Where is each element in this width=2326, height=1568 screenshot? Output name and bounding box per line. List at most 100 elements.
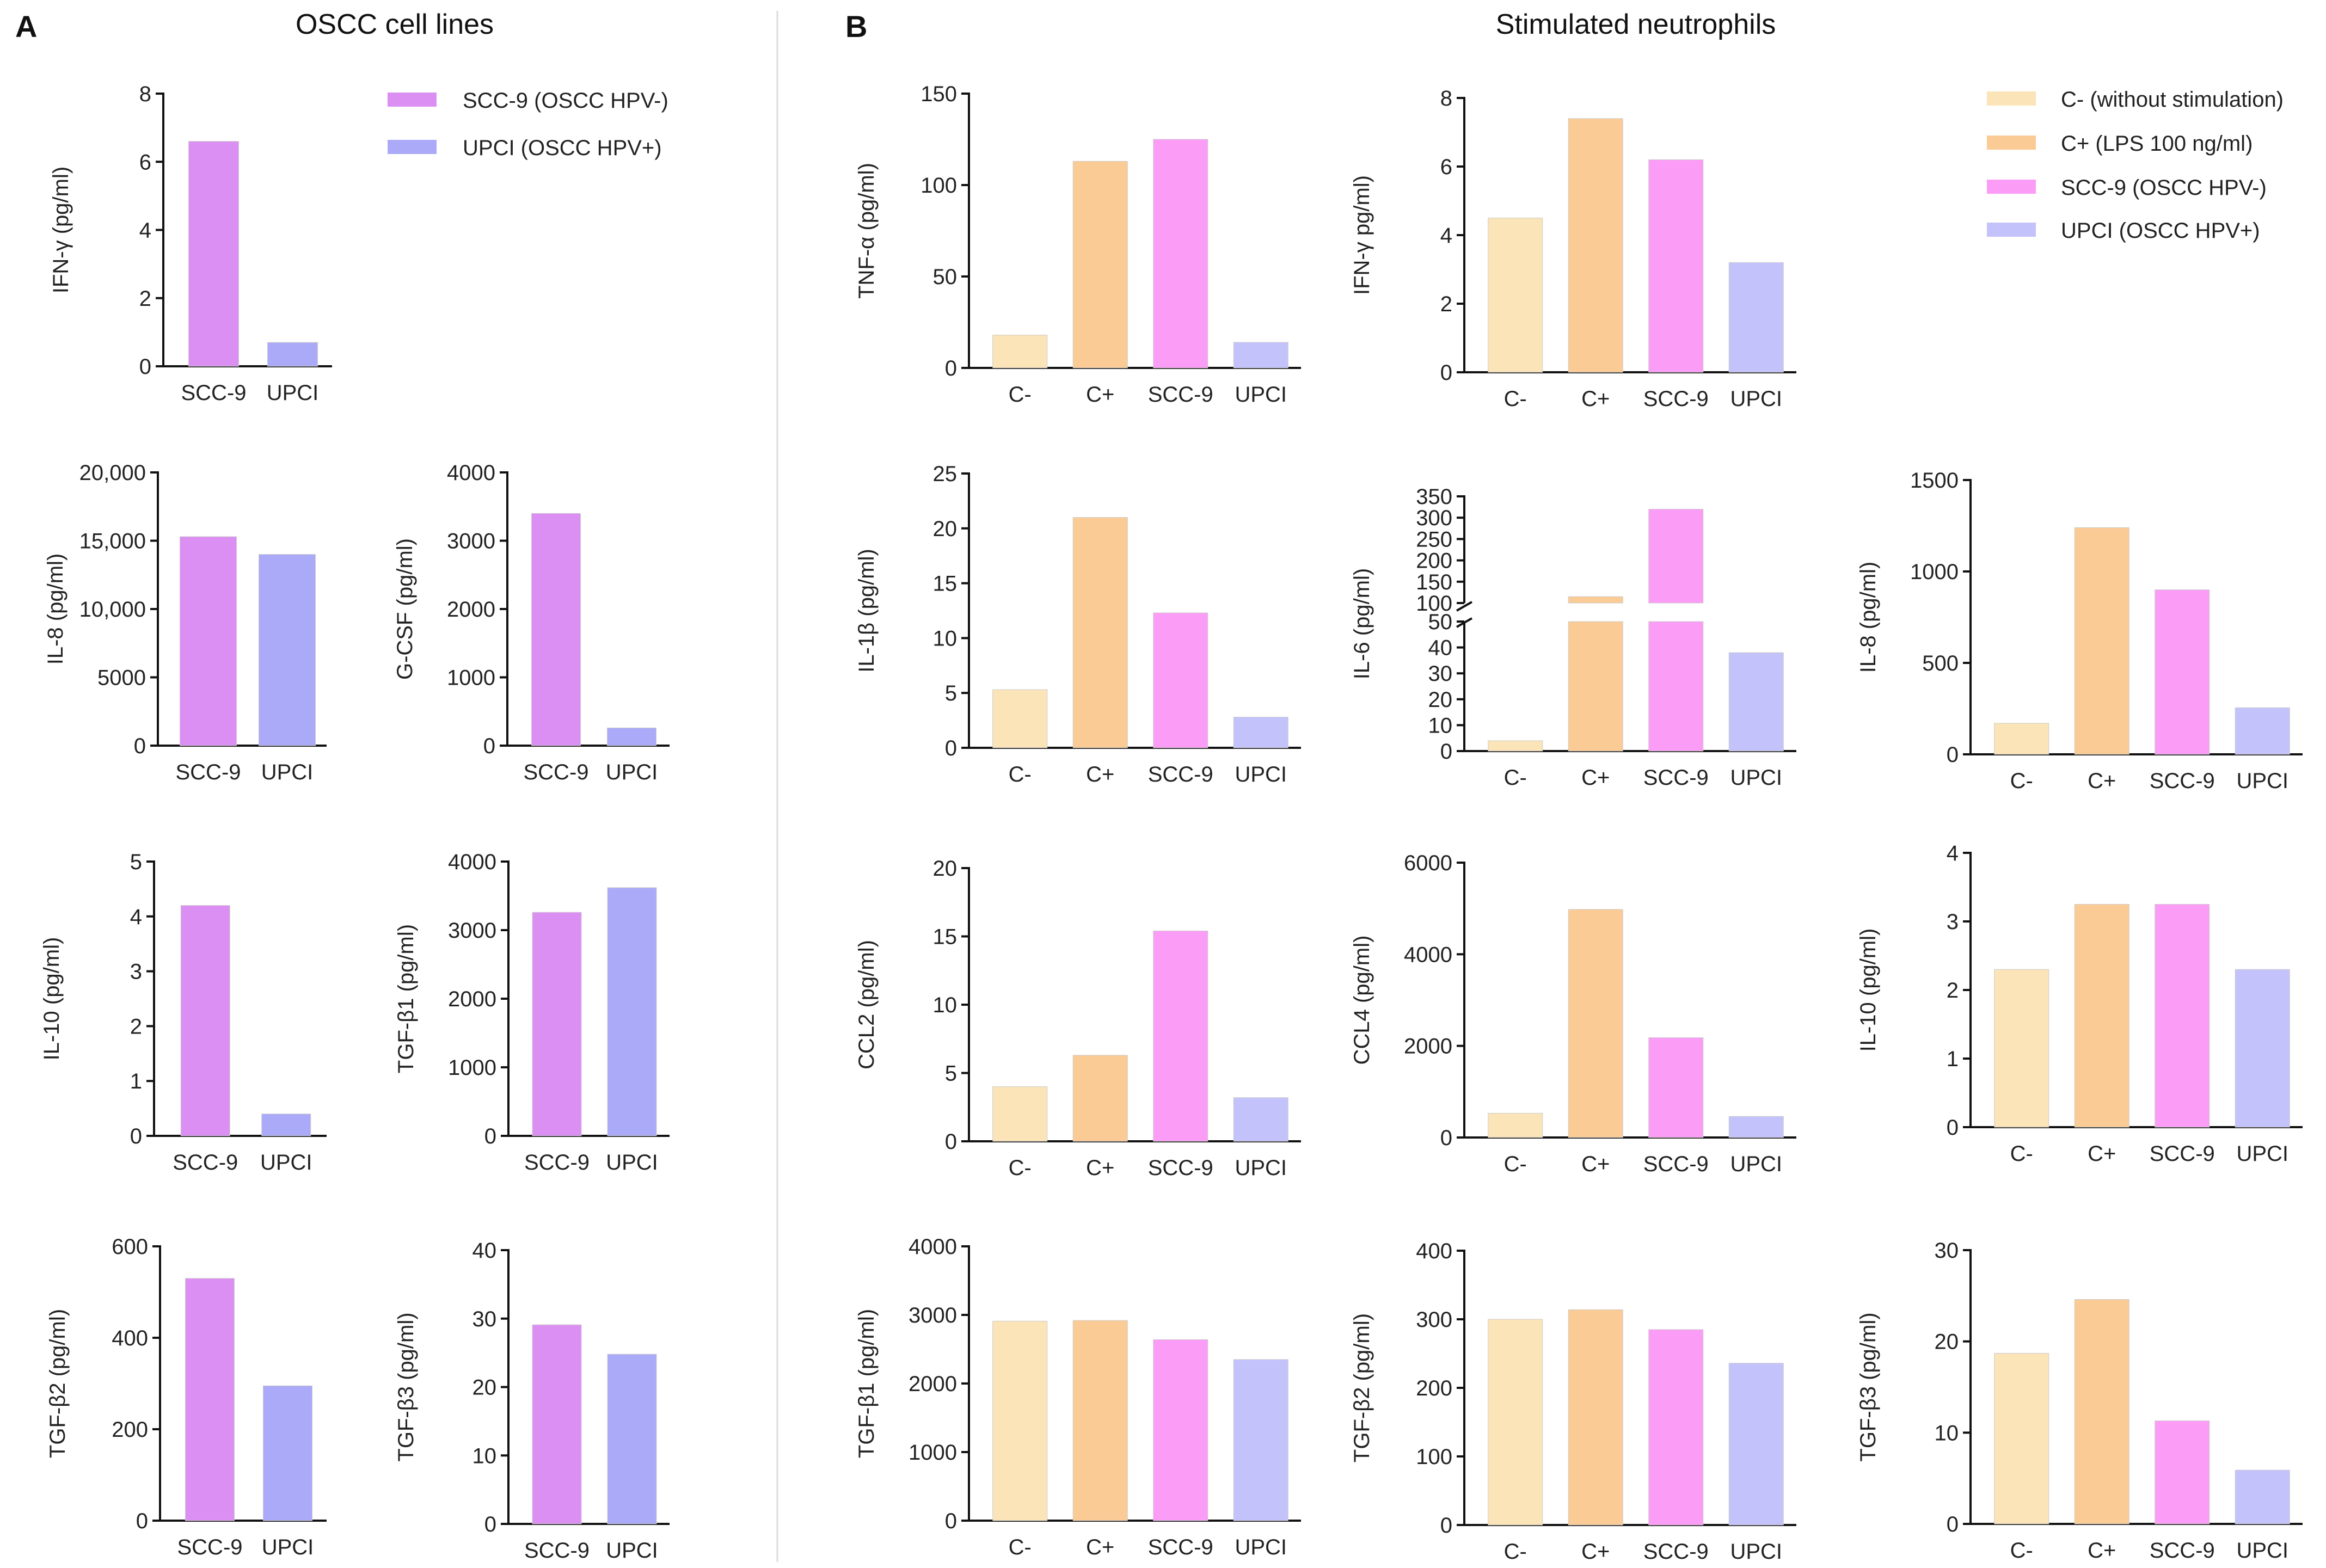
chart-b-ccl2-bar-upci [1233, 1097, 1288, 1142]
chart-b-tgfb1-bar-c [992, 1320, 1048, 1521]
chart-b-ccl4-y-axis-label: CCL4 (pg/ml) [1350, 936, 1374, 1065]
chart-b-il6-bar-scc-9 [1648, 621, 1704, 752]
chart-b-il6-category-label-scc-9: SCC-9 [1643, 766, 1709, 790]
chart-a-il8-y-tick-label: 15,000 [79, 530, 146, 554]
chart-b-tnfa-bar-upci [1233, 342, 1288, 368]
chart-b-tgfb3-y-tick-label: 0 [1947, 1512, 1959, 1536]
chart-b-tgfb1-y-tick-label: 4000 [909, 1235, 957, 1259]
chart-a-il8-y-tick-label: 0 [134, 734, 146, 758]
chart-a-tgfb3-category-label-upci: UPCI [606, 1539, 658, 1563]
chart-a-il8-category-label-scc-9: SCC-9 [175, 760, 241, 784]
chart-b-il10-category-label-c: C- [2010, 1142, 2033, 1166]
chart-b-il1b-category-label-scc-9: SCC-9 [1148, 763, 1213, 786]
chart-b-tgfb3-bar-scc-9 [2155, 1421, 2210, 1524]
chart-a-tgfb2-y-tick-label: 200 [112, 1418, 148, 1442]
chart-b-tgfb3-bar-c [1994, 1352, 2049, 1524]
chart-a-tgfb2: 0 200 400 600 SCC-9 UPCI TGF-β2 (pg/ml) [46, 1235, 327, 1559]
chart-b-ccl4-y-tick-label: 4000 [1404, 943, 1452, 967]
chart-b-ifng-y-tick-label: 2 [1440, 292, 1452, 316]
chart-b-il1b: 0 5 10 15 20 25 C- C+ SCC-9 UPCI IL-1β (pg/ml) [855, 462, 1301, 786]
chart-b-il6-y-tick-label: 50 [1428, 610, 1453, 634]
chart-b-il10-y-tick-label: 1 [1947, 1047, 1959, 1071]
chart-b-il10-y-tick-label: 3 [1947, 910, 1959, 934]
chart-b-il10-bar-c [1994, 969, 2049, 1128]
chart-b-il6-bar-upci [1728, 652, 1784, 752]
chart-b-tnfa-category-label-scc-9: SCC-9 [1148, 383, 1213, 407]
chart-a-il10-category-label-scc-9: SCC-9 [173, 1151, 238, 1175]
chart-b-il10-y-tick-label: 0 [1947, 1116, 1959, 1140]
chart-b-il6-y-tick-label: 40 [1428, 636, 1453, 660]
chart-a-ifng-y-tick-label: 8 [139, 82, 151, 106]
chart-b-tgfb2: 0 100 200 300 400 C- C+ SCC-9 UPCI TGF-β2 (pg/ml) [1350, 1239, 1796, 1564]
chart-b-ccl2-y-tick-label: 15 [933, 925, 958, 949]
chart-b-il6-category-label-c: C+ [1581, 766, 1610, 790]
chart-a-il8-bar-scc-9 [180, 536, 237, 746]
chart-b-tgfb3-y-tick-label: 10 [1935, 1421, 1959, 1445]
chart-b-tgfb3-category-label-c: C- [2010, 1539, 2033, 1563]
chart-a-il10-bar-scc-9 [180, 905, 230, 1136]
chart-a-tgfb1-y-tick-label: 0 [484, 1124, 496, 1148]
chart-b-tgfb2-category-label-c: C- [1504, 1540, 1527, 1564]
chart-b-il10: 0 1 2 3 4 C- C+ SCC-9 UPCI IL-10 (pg/ml) [1856, 841, 2303, 1166]
chart-b-ccl4-category-label-upci: UPCI [1730, 1152, 1782, 1176]
chart-b-tgfb1-y-tick-label: 2000 [909, 1372, 957, 1396]
chart-b-il10-y-tick-label: 2 [1947, 979, 1959, 1003]
chart-b-tgfb1-category-label-scc-9: SCC-9 [1148, 1535, 1213, 1559]
chart-b-tgfb1-category-label-c: C+ [1086, 1535, 1114, 1559]
chart-b-il6-y-tick-label: 10 [1428, 714, 1453, 737]
chart-b-il6-y-tick-label: 0 [1440, 740, 1452, 764]
chart-a-gcsf-y-tick-label: 2000 [447, 598, 495, 622]
chart-b-il6-y-tick-label: 150 [1416, 570, 1452, 594]
chart-b-tnfa-y-tick-label: 100 [920, 174, 957, 198]
chart-b-il8-y-tick-label: 0 [1947, 743, 1959, 767]
chart-b-ifng-category-label-upci: UPCI [1730, 387, 1782, 411]
chart-a-tgfb1-category-label-upci: UPCI [606, 1151, 658, 1175]
chart-b-tgfb3-y-tick-label: 20 [1935, 1330, 1959, 1354]
chart-b-il6-y-tick-label: 350 [1416, 485, 1452, 509]
chart-b-il6-bar-c [1568, 621, 1623, 752]
chart-b-ccl4-category-label-c: C- [1504, 1152, 1527, 1176]
chart-b-il8-bar-c [1994, 723, 2049, 755]
panel-a-label: A [15, 9, 37, 44]
chart-b-tnfa-y-axis-label: TNF-α (pg/ml) [855, 163, 879, 299]
chart-b-ccl4-bar-scc-9 [1648, 1037, 1704, 1138]
chart-b-il8-bar-upci [2235, 707, 2290, 755]
chart-b-il10-y-tick-label: 4 [1947, 841, 1959, 865]
chart-b-il8-bar-c [2074, 527, 2129, 755]
chart-a-gcsf-y-axis-label: G-CSF (pg/ml) [393, 538, 417, 680]
chart-b-tgfb2-y-tick-label: 400 [1416, 1239, 1452, 1263]
chart-b-tgfb3-y-axis-label: TGF-β3 (pg/ml) [1856, 1312, 1880, 1461]
chart-b-il10-bar-upci [2235, 969, 2290, 1128]
legend-panel-a: SCC-9 (OSCC HPV-) UPCI (OSCC HPV+) [388, 89, 668, 160]
chart-b-tnfa-bar-c [1072, 161, 1128, 368]
chart-b-ifng-y-tick-label: 6 [1440, 155, 1452, 179]
chart-b-il1b-bar-scc-9 [1153, 612, 1208, 748]
legend-label-c-plus: C+ (LPS 100 ng/ml) [2061, 132, 2253, 156]
chart-b-il6-y-tick-label: 20 [1428, 688, 1453, 712]
chart-b-il1b-bar-upci [1233, 717, 1288, 748]
chart-b-tnfa-y-tick-label: 0 [945, 356, 957, 380]
chart-b-tnfa-category-label-c: C+ [1086, 383, 1114, 407]
chart-a-il10-y-tick-label: 4 [130, 905, 142, 929]
chart-b-il8-y-tick-label: 500 [1922, 651, 1959, 675]
chart-b-il6-category-label-c: C- [1504, 766, 1527, 790]
chart-a-tgfb1-y-tick-label: 3000 [448, 919, 496, 943]
chart-a-tgfb2-y-tick-label: 600 [112, 1235, 148, 1259]
legend-swatch-scc9 [388, 93, 437, 107]
chart-b-tgfb3-category-label-scc-9: SCC-9 [2150, 1539, 2215, 1563]
chart-b-ifng-bar-upci [1728, 262, 1784, 373]
chart-b-tnfa-y-tick-label: 150 [920, 82, 957, 106]
chart-a-ifng-bar-upci [267, 342, 318, 367]
legend-label-scc9-neutrophils: SCC-9 (OSCC HPV-) [2061, 176, 2267, 200]
chart-b-il1b-y-tick-label: 25 [933, 462, 958, 486]
chart-a-gcsf-y-tick-label: 4000 [447, 461, 495, 485]
chart-b-tgfb2-y-tick-label: 200 [1416, 1376, 1452, 1400]
chart-b-il1b-category-label-c: C- [1009, 763, 1032, 786]
chart-b-tgfb3: 0 10 20 30 C- C+ SCC-9 UPCI TGF-β3 (pg/ml) [1856, 1239, 2303, 1563]
chart-b-ccl2-category-label-scc-9: SCC-9 [1148, 1156, 1213, 1180]
chart-b-tgfb1-y-axis-label: TGF-β1 (pg/ml) [855, 1309, 879, 1458]
chart-b-tgfb2-bar-upci [1728, 1363, 1784, 1526]
chart-b-ifng-category-label-scc-9: SCC-9 [1643, 387, 1709, 411]
